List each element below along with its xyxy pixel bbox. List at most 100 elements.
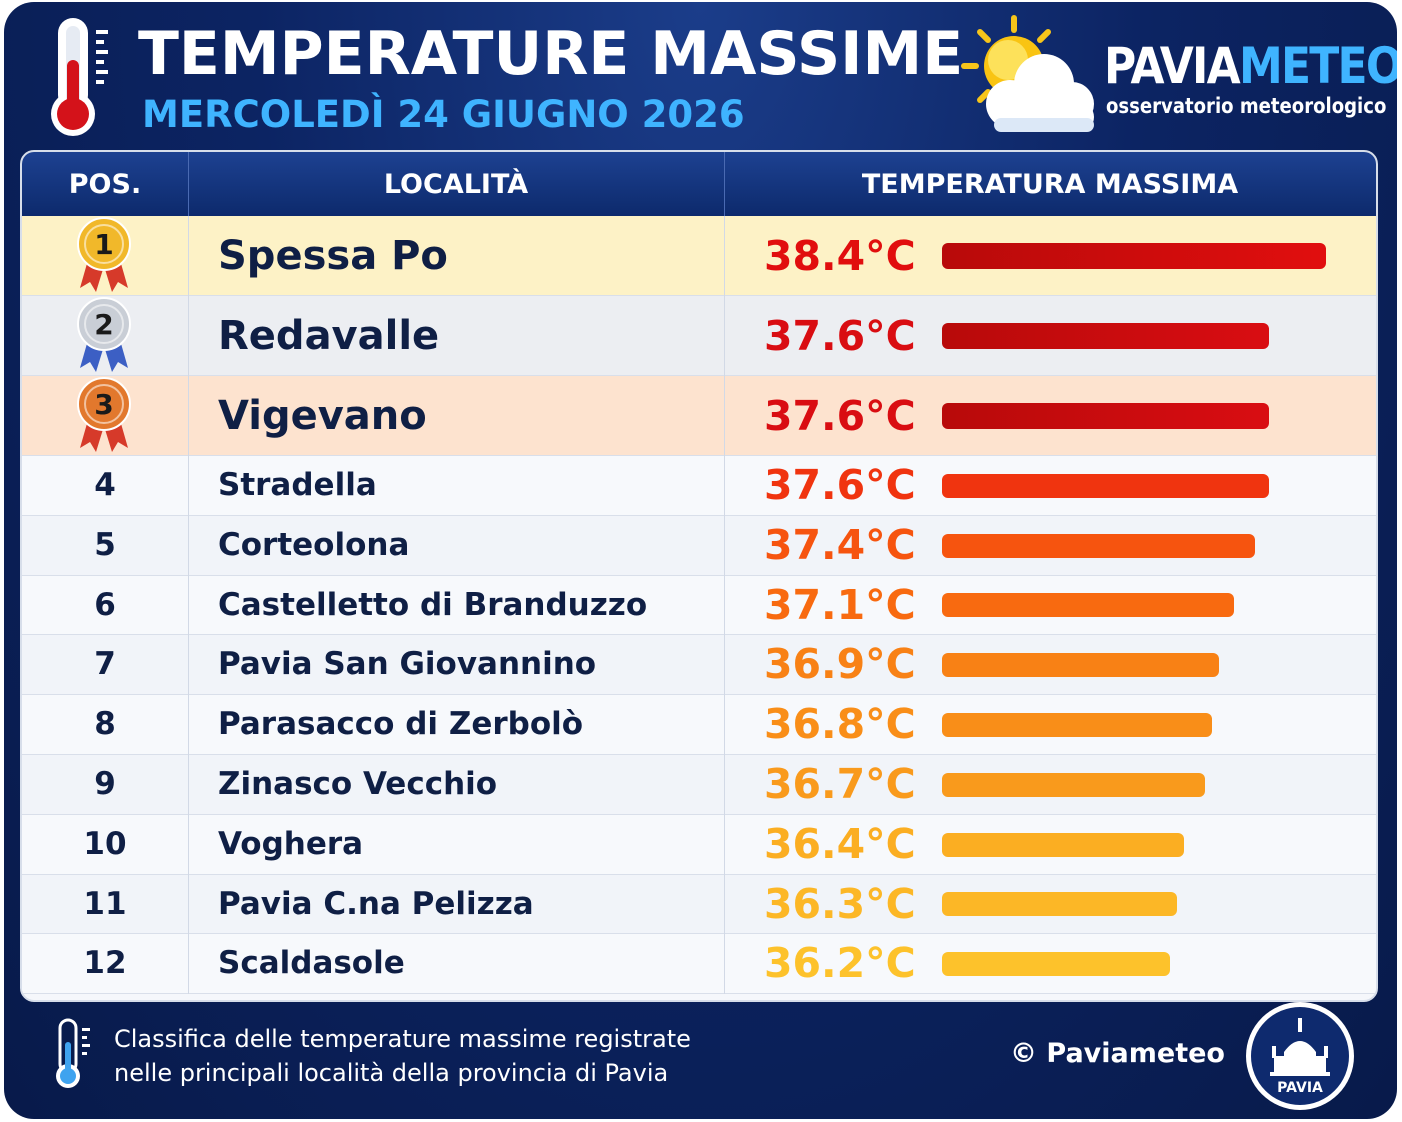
position-number: 4 [94, 467, 116, 503]
temperature-bar [942, 533, 1255, 558]
location-name: Zinasco Vecchio [218, 766, 498, 802]
column-divider [188, 814, 189, 875]
table-row: 3 Vigevano 37.6°C [22, 376, 1376, 456]
column-divider [188, 575, 189, 636]
column-divider [188, 456, 189, 516]
brand-logo-part1: PAVIA [1104, 37, 1241, 95]
temperature-label: 37.1°C [764, 580, 916, 629]
ranking-table: POS. LOCALITÀ TEMPERATURA MASSIMA 1 Spess… [20, 150, 1378, 1002]
table-header: POS. LOCALITÀ TEMPERATURA MASSIMA [22, 152, 1376, 216]
header-divider [724, 152, 725, 216]
temperature-label: 36.2°C [764, 939, 916, 988]
location-name: Spessa Po [218, 233, 448, 279]
column-divider [188, 934, 189, 995]
table-row: 8 Parasacco di Zerbolò 36.8°C [22, 695, 1376, 755]
seal-label: PAVIA [1277, 1080, 1323, 1096]
temperature-bar [942, 952, 1170, 977]
temperature-bar [942, 772, 1206, 797]
position-number: 5 [94, 526, 116, 563]
page-title: TEMPERATURE MASSIME [138, 19, 964, 89]
table-row: 12 Scaldasole 36.2°C [22, 934, 1376, 995]
temperature-label: 36.7°C [764, 760, 916, 808]
medal-position-number: 2 [94, 308, 113, 341]
location-name: Castelletto di Branduzzo [218, 586, 648, 623]
column-header-pos: POS. [68, 169, 142, 200]
temperature-label: 36.9°C [764, 640, 916, 689]
column-divider [188, 755, 189, 815]
table-row: 4 Stradella 37.6°C [22, 456, 1376, 516]
brand-tagline: osservatorio meteorologico [1106, 94, 1387, 118]
column-divider [188, 376, 189, 456]
temperature-bar [942, 832, 1184, 857]
table-row: 6 Castelletto di Branduzzo 37.1°C [22, 575, 1376, 636]
column-divider [188, 635, 189, 696]
row-divider [22, 295, 1376, 296]
column-divider [724, 376, 725, 456]
temperature-label: 37.6°C [764, 392, 916, 440]
row-divider [22, 753, 1376, 755]
row-divider [22, 873, 1376, 875]
column-divider [724, 216, 725, 296]
copyright-text: © Paviameteo [1010, 1038, 1225, 1069]
temperature-bar [942, 243, 1326, 269]
position-number: 10 [83, 825, 127, 862]
table-row: 10 Voghera 36.4°C [22, 814, 1376, 875]
column-divider [188, 515, 189, 576]
table-row: 2 Redavalle 37.6°C [22, 296, 1376, 376]
location-name: Scaldasole [218, 945, 405, 982]
temperature-label: 36.4°C [764, 819, 916, 868]
column-divider [724, 755, 725, 815]
location-name: Parasacco di Zerbolò [218, 706, 584, 743]
column-divider [188, 296, 189, 376]
column-divider [724, 695, 725, 755]
row-divider [22, 813, 1376, 815]
column-divider [188, 216, 189, 296]
medal-position-number: 1 [94, 228, 113, 261]
brand-logo: PAVIAMETEO [1104, 36, 1397, 96]
temperature-bar [942, 323, 1270, 349]
row-divider [22, 694, 1376, 696]
location-name: Redavalle [218, 313, 440, 359]
table-row: 7 Pavia San Giovannino 36.9°C [22, 635, 1376, 696]
position-number: 9 [94, 766, 116, 802]
column-divider [724, 814, 725, 875]
column-header-temperature: TEMPERATURA MASSIMA [861, 169, 1239, 200]
location-name: Corteolona [218, 526, 410, 563]
temperature-bar [942, 473, 1270, 498]
table-row: 9 Zinasco Vecchio 36.7°C [22, 755, 1376, 815]
column-divider [724, 296, 725, 376]
table-row: 5 Corteolona 37.4°C [22, 515, 1376, 576]
page-subtitle-date: MERCOLEDÌ 24 GIUGNO 2026 [142, 93, 745, 136]
sun-cloud-icon [961, 15, 1094, 132]
thermometer-icon [51, 18, 108, 136]
temperature-bar [942, 403, 1270, 429]
temperature-label: 37.6°C [764, 312, 916, 360]
column-divider [724, 635, 725, 696]
temperature-bar [942, 653, 1220, 678]
footer-line-2: nelle principali località della provinci… [114, 1059, 669, 1087]
table-row: 1 Spessa Po 38.4°C [22, 216, 1376, 296]
footer-line-1: Classifica delle temperature massime reg… [114, 1025, 691, 1053]
location-name: Stradella [218, 467, 377, 503]
location-name: Voghera [218, 825, 364, 862]
column-divider [724, 456, 725, 516]
location-name: Pavia San Giovannino [218, 646, 597, 683]
location-name: Vigevano [218, 393, 427, 439]
brand-logo-part2: METEO [1238, 37, 1397, 95]
column-header-location: LOCALITÀ [383, 169, 529, 200]
position-number: 8 [94, 706, 116, 743]
temperature-label: 37.4°C [764, 520, 916, 569]
medal-icon: 2 [77, 297, 131, 372]
column-divider [724, 934, 725, 995]
medal-icon: 1 [77, 217, 131, 292]
column-divider [188, 695, 189, 755]
row-divider [22, 455, 1376, 456]
temperature-label: 38.4°C [764, 232, 916, 280]
position-number: 7 [94, 646, 116, 683]
thermometer-small-icon [56, 1018, 90, 1088]
temperature-bar [942, 593, 1234, 618]
header-divider [188, 152, 189, 216]
location-name: Pavia C.na Pelizza [218, 885, 534, 922]
row-divider [22, 933, 1376, 935]
temperature-label: 36.8°C [764, 700, 916, 749]
